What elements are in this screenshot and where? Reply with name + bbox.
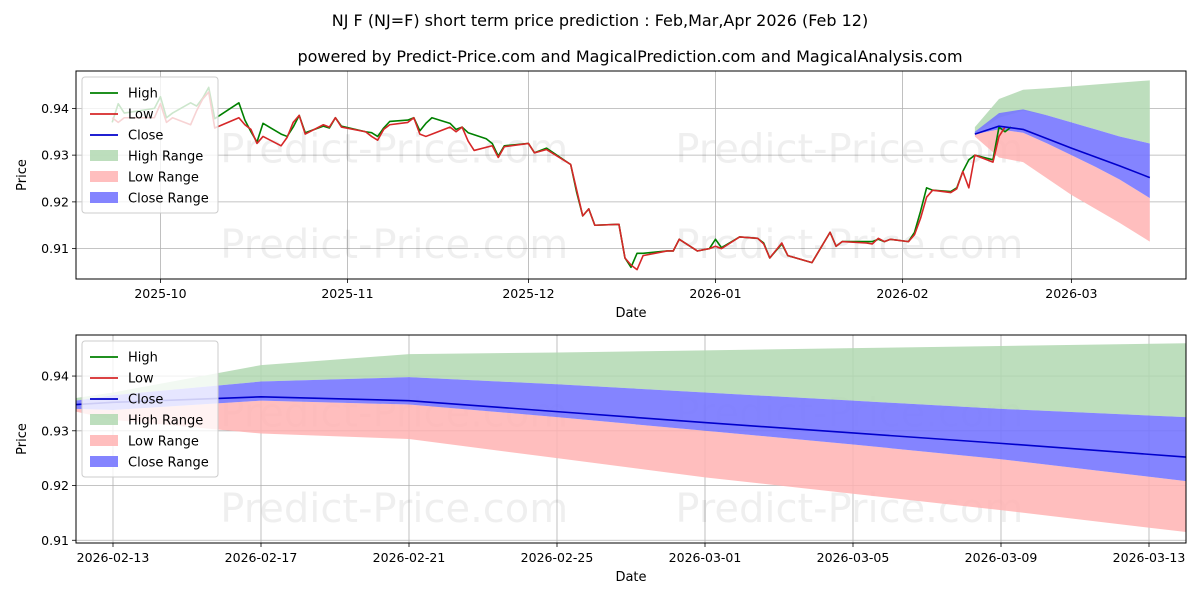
y-tick-label: 0.93 xyxy=(41,148,69,163)
x-tick-label: 2026-01 xyxy=(689,286,741,301)
legend-swatch-high-range xyxy=(90,150,118,161)
y-tick-label: 0.92 xyxy=(41,478,69,493)
y-axis-label: Price xyxy=(15,159,30,191)
x-tick-label: 2026-03-13 xyxy=(1113,550,1186,565)
legend-swatch-close-range xyxy=(90,192,118,203)
chart-title: NJ F (NJ=F) short term price prediction … xyxy=(332,11,868,30)
plot-area xyxy=(76,343,1186,533)
y-tick-label: 0.93 xyxy=(41,423,69,438)
legend-label-low-range: Low Range xyxy=(128,171,199,186)
x-tick-label: 2026-02-21 xyxy=(373,550,446,565)
legend-swatch-low-range xyxy=(90,171,118,182)
y-tick-label: 0.94 xyxy=(41,369,69,384)
watermark-text: Predict-Price.com xyxy=(220,127,568,173)
forecast-panel: Predict-Price.comPredict-Price.comPredic… xyxy=(15,334,1187,585)
close-range-band xyxy=(974,109,1150,199)
y-tick-label: 0.92 xyxy=(41,194,69,209)
low-range-band xyxy=(76,400,1186,533)
close-range-band xyxy=(76,377,1186,482)
high-range-band xyxy=(974,80,1150,144)
legend-label-close: Close xyxy=(128,393,163,408)
x-tick-label: 2026-02-13 xyxy=(77,550,150,565)
x-tick-label: 2026-02 xyxy=(876,286,928,301)
x-tick-label: 2026-03-05 xyxy=(817,550,890,565)
legend-label-high: High xyxy=(128,351,158,366)
legend-swatch-high-range xyxy=(90,414,118,425)
x-tick-label: 2026-03-09 xyxy=(965,550,1038,565)
close-line xyxy=(974,125,1151,179)
watermark-text: Predict-Price.com xyxy=(220,222,568,268)
legend-label-low: Low xyxy=(128,372,154,387)
x-tick-label: 2025-10 xyxy=(134,286,186,301)
x-tick-label: 2025-12 xyxy=(502,286,554,301)
legend-label-close-range: Close Range xyxy=(128,192,209,207)
watermark-text: Predict-Price.com xyxy=(675,222,1023,268)
legend-label-high-range: High Range xyxy=(128,150,203,165)
x-axis-label: Date xyxy=(615,570,646,585)
legend: High Low Close High Range Low Range Close Ran… xyxy=(81,76,219,214)
legend-swatch-close-range xyxy=(90,456,118,467)
low-range-band xyxy=(974,129,1150,242)
legend-label-low: Low xyxy=(128,108,154,123)
legend-label-high-range: High Range xyxy=(128,414,203,429)
legend-swatch-low-range xyxy=(90,435,118,446)
legend-label-close: Close xyxy=(128,129,163,144)
legend-label-high: High xyxy=(128,87,158,102)
x-tick-label: 2026-02-17 xyxy=(225,550,298,565)
y-tick-label: 0.94 xyxy=(41,101,69,116)
plot-area xyxy=(111,80,1151,271)
chart-subtitle: powered by Predict-Price.com and Magical… xyxy=(297,47,962,66)
x-tick-label: 2025-11 xyxy=(321,286,373,301)
history-panel: Predict-Price.com Predict-Price.com Predic… xyxy=(15,70,1187,321)
watermark-text: Predict-Price.com xyxy=(675,127,1023,173)
watermark-text: Predict-Price.com xyxy=(220,486,568,532)
low-line xyxy=(111,91,1006,271)
x-tick-label: 2026-03-01 xyxy=(669,550,742,565)
high-range-band xyxy=(76,343,1186,418)
x-tick-label: 2026-03 xyxy=(1045,286,1097,301)
legend-label-low-range: Low Range xyxy=(128,435,199,450)
plot-frame xyxy=(75,70,1187,280)
legend: High Low Close High Range Low Range Close Ran… xyxy=(81,340,219,478)
x-tick-label: 2026-02-25 xyxy=(521,550,594,565)
plot-frame xyxy=(75,334,1187,544)
x-axis-label: Date xyxy=(615,306,646,321)
y-tick-label: 0.91 xyxy=(41,533,69,548)
legend-label-close-range: Close Range xyxy=(128,456,209,471)
y-axis-label: Price xyxy=(15,423,30,455)
y-tick-label: 0.91 xyxy=(41,241,69,256)
